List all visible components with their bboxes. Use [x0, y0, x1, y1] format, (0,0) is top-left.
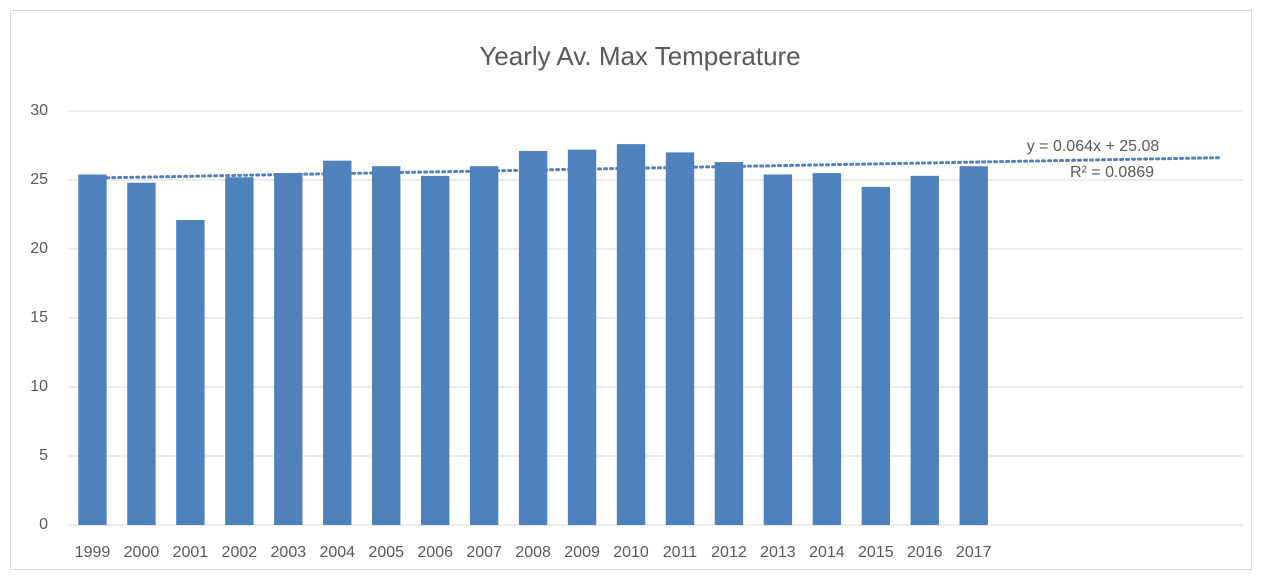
x-tick-label: 2006 — [417, 544, 453, 561]
x-tick-label: 2005 — [368, 544, 404, 561]
bar — [763, 174, 793, 526]
bar — [274, 173, 303, 525]
x-tick-label: 2008 — [515, 544, 551, 561]
trendline — [81, 156, 1221, 180]
bar — [861, 186, 891, 525]
trendline-r-squared: R² = 0.0869 — [1070, 164, 1154, 181]
x-tick-label: 2002 — [222, 544, 258, 561]
y-tick-label: 25 — [30, 171, 48, 188]
bar — [567, 149, 597, 525]
x-tick-label: 2007 — [466, 544, 502, 561]
x-tick-label: 2015 — [858, 544, 894, 561]
bar — [323, 160, 352, 525]
bar — [665, 152, 695, 525]
x-tick-label: 2017 — [956, 544, 992, 561]
x-tick-label: 2004 — [319, 544, 355, 561]
y-tick-label: 5 — [39, 447, 48, 464]
x-tick-label: 2016 — [907, 544, 943, 561]
x-tick-label: 2003 — [271, 544, 307, 561]
x-tick-label: 2013 — [760, 544, 796, 561]
bar — [714, 162, 744, 525]
chart-title: Yearly Av. Max Temperature — [479, 41, 800, 71]
x-tick-label: 2000 — [124, 544, 160, 561]
y-tick-label: 30 — [30, 102, 48, 119]
bar — [78, 174, 107, 526]
y-tick-label: 15 — [30, 309, 48, 326]
y-tick-label: 20 — [30, 240, 48, 257]
x-tick-label: 1999 — [75, 544, 111, 561]
y-tick-label: 10 — [30, 378, 48, 395]
x-tick-label: 2012 — [711, 544, 747, 561]
bar — [420, 175, 450, 526]
trendline-equation: y = 0.064x + 25.08 — [1027, 138, 1160, 155]
bar — [812, 173, 842, 525]
bar — [910, 175, 939, 526]
x-tick-label: 2014 — [809, 544, 845, 561]
bar — [518, 151, 548, 525]
bar — [469, 166, 499, 525]
bar — [127, 182, 156, 525]
bar — [225, 177, 254, 526]
x-tick-label: 2010 — [613, 544, 649, 561]
bar — [176, 220, 205, 525]
bar — [959, 166, 988, 525]
x-tick-label: 2009 — [564, 544, 600, 561]
bar — [372, 166, 401, 525]
bar — [616, 144, 646, 525]
y-tick-label: 0 — [39, 516, 48, 533]
x-tick-label: 2001 — [173, 544, 209, 561]
x-tick-label: 2011 — [663, 544, 698, 561]
